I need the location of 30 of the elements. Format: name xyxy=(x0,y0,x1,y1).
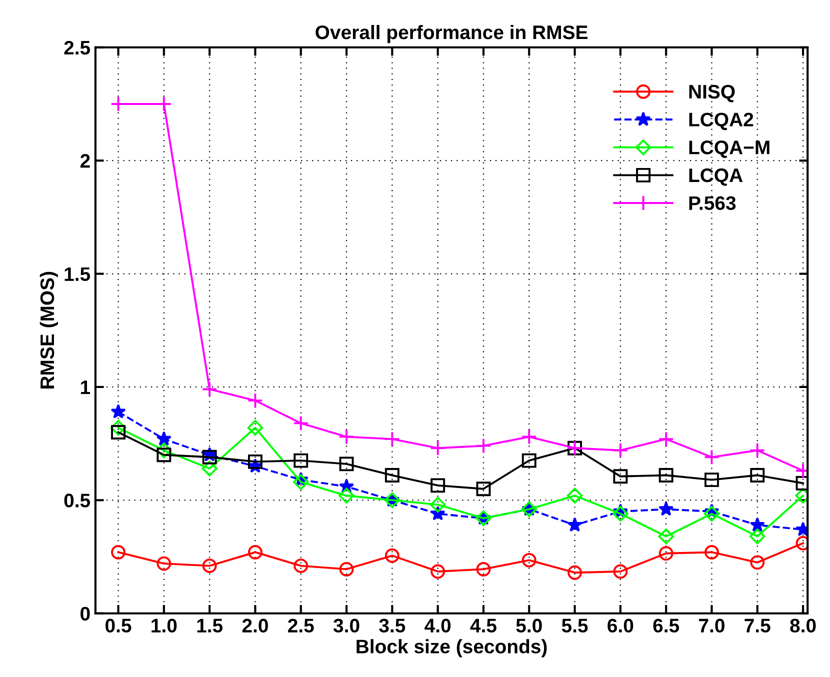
x-tick-label: 7.0 xyxy=(699,618,724,633)
y-axis-title: RMSE (MOS) xyxy=(40,272,58,388)
legend-label: LCQA xyxy=(689,168,743,186)
x-tick-label: 1.0 xyxy=(152,618,177,633)
x-tick-label: 6.0 xyxy=(608,618,634,633)
x-tick-label: 0.5 xyxy=(106,618,132,633)
x-tick-label: 3.5 xyxy=(379,618,406,633)
x-tick-label: 5.5 xyxy=(562,618,588,633)
x-tick-label: 2.5 xyxy=(288,618,314,633)
x-tick-label: 6.5 xyxy=(653,618,680,633)
x-axis-title: Block size (seconds) xyxy=(356,639,547,658)
x-tick-label: 5.0 xyxy=(516,618,542,633)
x-tick-label: 8.0 xyxy=(790,618,816,633)
chart-title: Overall performance in RMSE xyxy=(316,24,588,44)
legend-label: LCQA2 xyxy=(689,112,754,130)
y-tick-label: 0 xyxy=(80,606,90,621)
y-tick-label: 0.5 xyxy=(64,494,90,508)
x-tick-label: 7.5 xyxy=(744,618,770,633)
legend-label: LCQA−M xyxy=(689,140,770,158)
x-tick-label: 3.0 xyxy=(333,618,360,633)
legend-label: P.563 xyxy=(689,196,736,210)
y-tick-label: 1.5 xyxy=(64,267,90,282)
x-tick-label: 4.5 xyxy=(470,618,496,633)
legend-label: NISQ xyxy=(689,84,735,102)
y-tick-label: 2 xyxy=(80,154,90,168)
x-tick-label: 2.0 xyxy=(242,618,268,633)
y-tick-label: 1 xyxy=(81,380,90,394)
x-tick-label: 1.5 xyxy=(197,618,223,633)
y-tick-label: 2.5 xyxy=(64,40,90,55)
x-tick-label: 4.0 xyxy=(424,618,451,633)
